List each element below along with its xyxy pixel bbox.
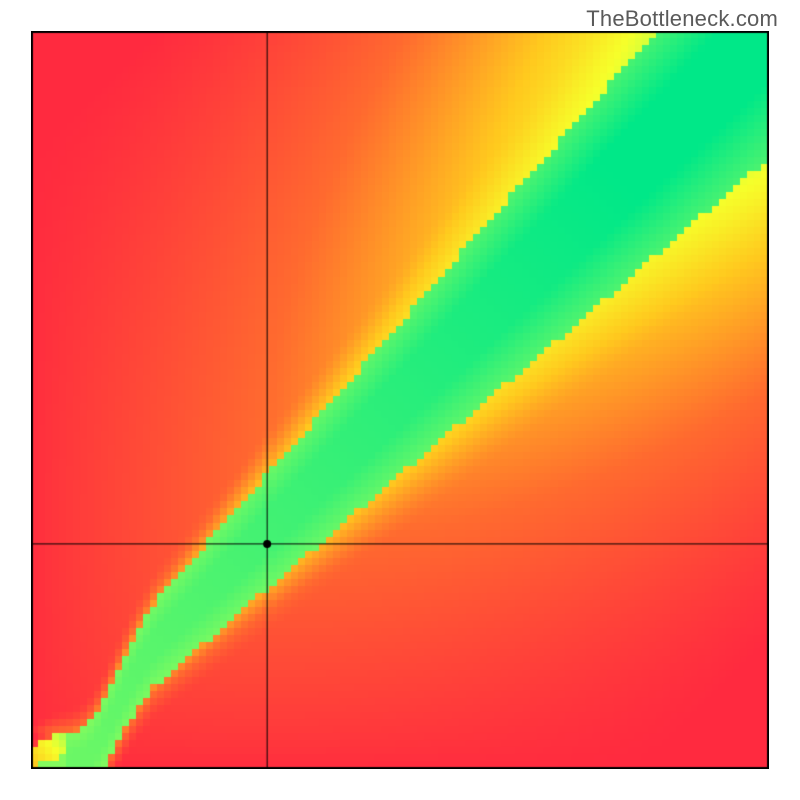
heatmap-plot [31,31,769,769]
figure-container: TheBottleneck.com [0,0,800,800]
watermark-text: TheBottleneck.com [586,6,778,32]
heatmap-canvas [31,31,769,769]
